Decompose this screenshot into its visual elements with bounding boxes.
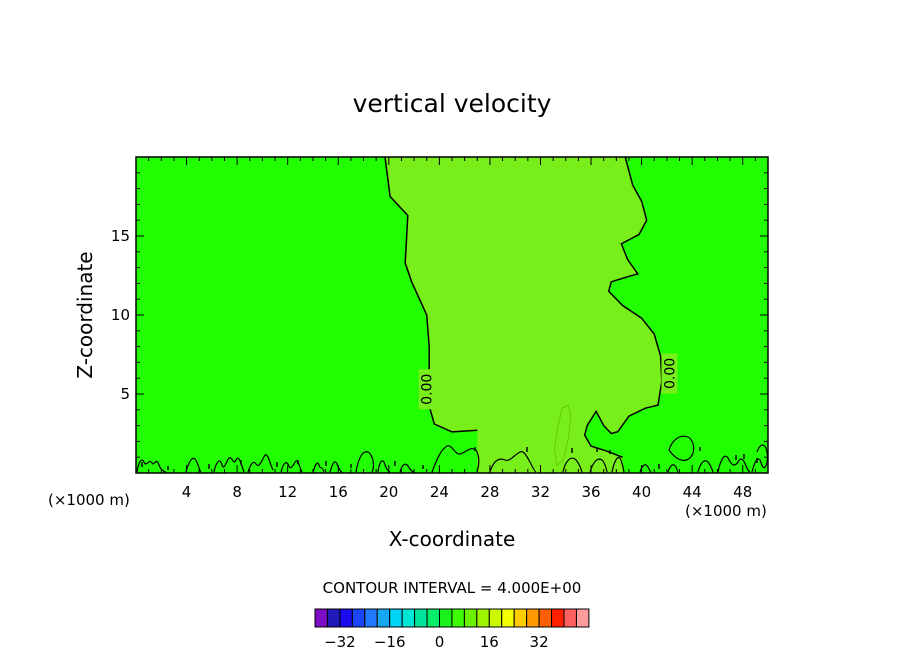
colorbar-swatch [314,608,328,628]
x-tick-label: 40 [632,483,651,501]
colorbar-swatch [451,608,465,628]
colorbar-swatch [351,608,366,628]
x-tick-label: 28 [480,483,499,501]
colorbar-swatch [575,608,590,628]
plot-area: 0.00 0.00 [135,156,769,474]
x-tick-label: 16 [329,483,348,501]
contour-label-bg [661,353,678,394]
colorbar-tick-labels: −32 −16 0 16 32 [324,633,549,651]
colorbar-tick-label: −32 [324,633,356,651]
y-axis: 5 10 15 [111,172,768,458]
colorbar-swatch [401,608,416,628]
colorbar-swatch [426,608,440,628]
colorbar-tick-label: −16 [374,633,406,651]
colorbar-swatch [376,608,391,628]
contour-label: 0.00 [662,358,678,389]
colorbar-swatch [476,608,490,628]
y-tick-label: 15 [111,227,130,245]
chart-title: vertical velocity [353,89,552,118]
colorbar-swatch [414,608,428,628]
colorbar-swatch [551,608,565,628]
zero-contour-east [583,156,663,458]
x-tick-label: 24 [430,483,449,501]
colorbar-swatch [339,608,353,628]
colorbar-swatch [526,608,540,628]
contour-labels: 0.00 0.00 [418,353,678,410]
x-unit-left: (×1000 m) [48,491,130,509]
colorbar-tick-label: 16 [480,633,499,651]
x-axis-title: X-coordinate [389,527,516,551]
contour-label: 0.00 [420,374,436,405]
colorbar-swatch [326,608,341,628]
contour-interval-label: CONTOUR INTERVAL = 4.000E+00 [323,579,582,597]
x-unit-right: (×1000 m) [685,502,767,520]
y-tick-label: 10 [111,306,130,324]
colorbar-tick-label: 0 [435,633,445,651]
colorbar-swatch [389,608,403,628]
y-axis-title: Z-coordinate [73,251,97,378]
colorbar-swatch [364,608,378,628]
colorbar-swatch [463,608,478,628]
colorbar [314,608,590,628]
colorbar-swatch [501,608,515,628]
y-tick-label: 5 [120,385,130,403]
x-tick-label: 48 [733,483,752,501]
positive-region-fill [385,157,662,473]
x-tick-label: 36 [581,483,600,501]
x-tick-label: 4 [182,483,192,501]
x-tick-label: 32 [531,483,550,501]
colorbar-swatch [538,608,553,628]
colorbar-swatch [513,608,528,628]
colorbar-tick-label: 32 [530,633,549,651]
colorbar-swatch [439,608,453,628]
surface-noise-contours [136,435,769,473]
colorbar-swatch [488,608,503,628]
x-tick-label: 12 [278,483,297,501]
contour-label-bg [418,369,435,410]
surface-noise-dots [141,447,758,470]
colorbar-swatch [563,608,577,628]
x-tick-label: 8 [232,483,242,501]
x-tick-label: 20 [379,483,398,501]
zero-contour-west [384,156,478,433]
positive-cell [553,404,572,466]
x-axis: 4 8 12 16 20 24 28 32 36 40 44 48 [148,157,756,501]
x-tick-label: 44 [683,483,702,501]
